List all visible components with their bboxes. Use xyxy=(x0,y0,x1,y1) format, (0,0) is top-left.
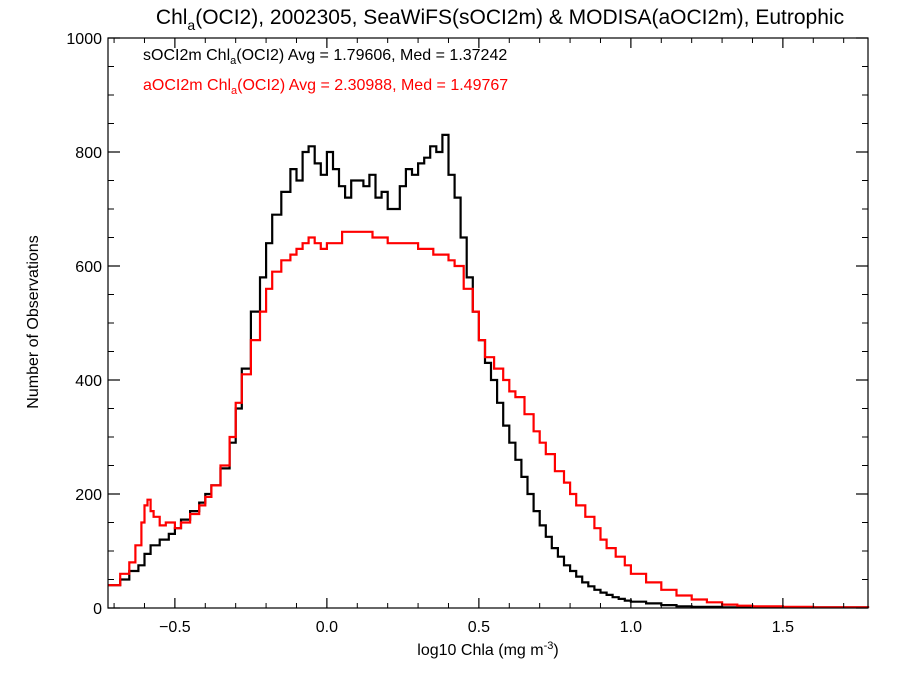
x-tick-label: 0.5 xyxy=(468,619,490,636)
x-axis-label: log10 Chla (mg m-3) xyxy=(417,640,558,659)
chart-title: Chla(OCI2), 2002305, SeaWiFS(sOCI2m) & M… xyxy=(156,6,844,33)
chart-title-suffix: (OCI2), 2002305, SeaWiFS(sOCI2m) & MODIS… xyxy=(195,6,844,29)
y-axis-label: Number of Observations xyxy=(25,235,42,408)
y-tick-label: 600 xyxy=(75,259,102,276)
x-tick-label: 1.0 xyxy=(620,619,642,636)
annotation-sociam-subscript: a xyxy=(230,55,237,67)
series-line-0 xyxy=(108,133,870,609)
y-tick-label: 1000 xyxy=(66,31,102,48)
plot-frame xyxy=(107,37,869,609)
annotation-sociam: sOCI2m Chla(OCI2) Avg = 1.79606, Med = 1… xyxy=(143,47,507,67)
series-layer xyxy=(108,133,870,609)
chart-title-subscript: a xyxy=(187,17,195,33)
x-tick-label: 1.5 xyxy=(772,619,794,636)
y-tick-label: 400 xyxy=(75,373,102,390)
series-line-1 xyxy=(108,230,870,609)
x-tick-label: 0.0 xyxy=(316,619,338,636)
annotation-aociam-suffix: (OCI2) Avg = 2.30988, Med = 1.49767 xyxy=(237,77,508,94)
y-tick-label: 800 xyxy=(75,145,102,162)
annotation-aociam-prefix: aOCI2m Chl xyxy=(143,77,231,94)
x-axis-label-superscript: -3 xyxy=(544,640,554,652)
y-tick-label: 0 xyxy=(93,601,102,618)
y-tick-label: 200 xyxy=(75,487,102,504)
x-axis-label-main: log10 Chla (mg m xyxy=(417,642,543,659)
ticks-layer: −0.5 0.0 0.5 1.0 1.5 0 200 400 600 800 1000 xyxy=(66,31,868,636)
annotation-aociam: aOCI2m Chla(OCI2) Avg = 2.30988, Med = 1… xyxy=(143,77,508,97)
x-axis-label-close: ) xyxy=(553,642,558,659)
chart-title-prefix: Chl xyxy=(156,6,188,29)
annotation-sociam-suffix: (OCI2) Avg = 1.79606, Med = 1.37242 xyxy=(236,47,507,64)
annotation-aociam-subscript: a xyxy=(231,85,238,97)
x-tick-label: −0.5 xyxy=(159,619,191,636)
annotation-sociam-prefix: sOCI2m Chl xyxy=(143,47,230,64)
